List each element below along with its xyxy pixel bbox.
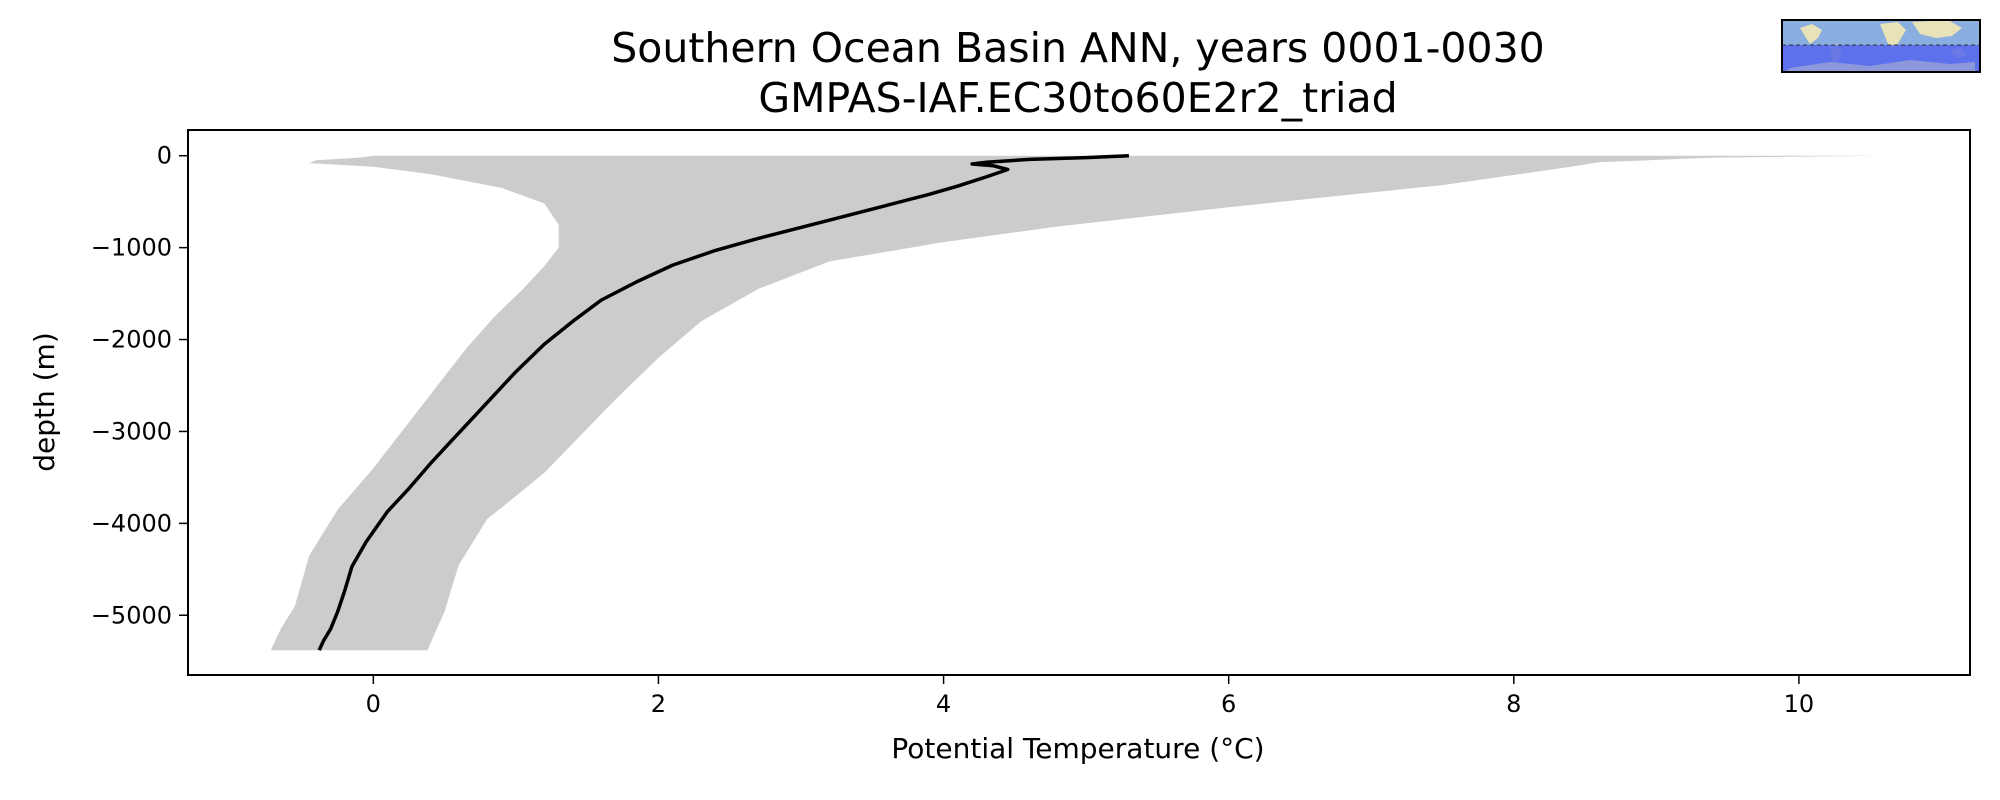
- x-tick-label: 2: [651, 690, 666, 718]
- x-tick-label: 8: [1506, 690, 1521, 718]
- chart-subtitle: GMPAS-IAF.EC30to60E2r2_triad: [758, 74, 1397, 122]
- chart-title: Southern Ocean Basin ANN, years 0001-003…: [611, 24, 1545, 72]
- x-tick-label: 4: [936, 690, 951, 718]
- y-tick-label: −1000: [91, 234, 172, 262]
- plot-frame: [187, 129, 1971, 676]
- y-axis: 0 −1000 −2000 −3000 −4000 −5000: [91, 142, 188, 629]
- y-tick-label: −4000: [91, 509, 172, 537]
- x-tick-label: 6: [1221, 690, 1236, 718]
- inset-land: [1800, 24, 1822, 44]
- y-tick-label: −3000: [91, 417, 172, 445]
- x-tick-label: 10: [1784, 690, 1815, 718]
- mean-profile-line: [317, 153, 1129, 651]
- y-tick-label: −2000: [91, 326, 172, 354]
- range-band: [270, 155, 1885, 651]
- y-axis-label: depth (m): [28, 332, 61, 472]
- x-axis: 0 2 4 6 8 10: [366, 675, 1815, 718]
- inset-antarctica: [1785, 60, 1975, 72]
- x-tick-label: 0: [366, 690, 381, 718]
- plot-area: [270, 153, 1885, 651]
- inset-highlighted-region: [1782, 45, 1980, 72]
- y-tick-label: −5000: [91, 601, 172, 629]
- region-inset-map: [1781, 19, 1981, 73]
- inset-land: [1912, 20, 1962, 38]
- inset-land: [1880, 22, 1906, 50]
- inset-frame: [1781, 19, 1981, 73]
- y-tick-label: 0: [157, 142, 172, 170]
- x-axis-label: Potential Temperature (°C): [891, 732, 1264, 765]
